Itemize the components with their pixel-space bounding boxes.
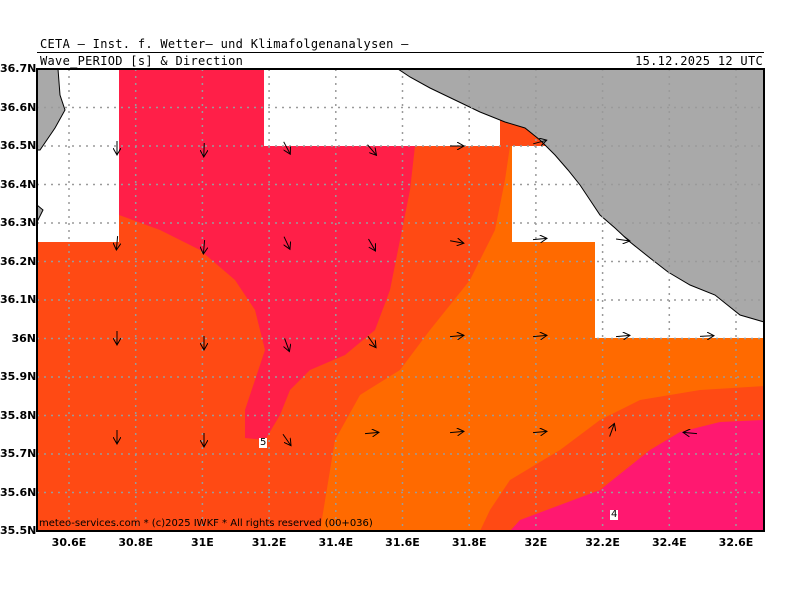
- lat-label: 36.3N: [0, 216, 37, 229]
- direction-arrow: [449, 431, 464, 432]
- header-divider: [37, 52, 764, 53]
- graticule: [37, 69, 764, 531]
- wave-direction-arrows: [116, 140, 714, 447]
- direction-arrow: [285, 338, 290, 351]
- lon-label: 30.8E: [118, 536, 154, 549]
- lat-label: 36N: [11, 331, 36, 345]
- lon-label: 31.8E: [451, 536, 487, 549]
- lon-label: 32.4E: [651, 536, 687, 549]
- lon-label: 31.4E: [318, 536, 354, 549]
- direction-arrow: [615, 335, 630, 336]
- direction-arrow: [449, 335, 464, 336]
- map-subtitle: Wave_PERIOD [s] & Direction: [40, 54, 244, 68]
- direction-arrow: [450, 241, 464, 243]
- direction-arrow: [284, 236, 290, 250]
- direction-arrow: [203, 239, 204, 254]
- map-title: CETA — Inst. f. Wetter— und Klimafolgena…: [40, 37, 409, 51]
- direction-arrow: [683, 432, 698, 433]
- contour-label-5: 5: [259, 437, 268, 448]
- lat-label: 36.7N: [0, 62, 37, 75]
- valid-datetime: 15.12.2025 12 UTC: [635, 54, 763, 68]
- lat-label: 35.5N: [0, 524, 37, 537]
- lat-label: 35.8N: [0, 408, 37, 422]
- copyright-footer: meteo-services.com * (c)2025 IWKF * All …: [39, 518, 373, 529]
- land-west-small: [37, 204, 44, 223]
- lon-label: 31.6E: [385, 536, 420, 549]
- direction-arrow: [699, 336, 714, 337]
- lat-label: 35.9N: [0, 370, 37, 383]
- direction-arrow: [533, 140, 547, 144]
- contour-label-4: 4: [610, 509, 619, 520]
- lat-label: 35.7N: [0, 447, 37, 460]
- lat-label: 36.4N: [0, 177, 37, 191]
- direction-arrow: [283, 141, 291, 154]
- lat-label: 36.2N: [0, 254, 37, 268]
- direction-arrow: [367, 335, 376, 347]
- lon-label: 32.6E: [718, 536, 754, 549]
- map-frame: [36, 68, 765, 532]
- direction-arrow: [368, 238, 376, 251]
- direction-arrow: [116, 235, 117, 250]
- direction-arrow: [615, 239, 630, 241]
- lat-label: 36.6N: [0, 100, 37, 114]
- direction-arrow: [532, 335, 547, 336]
- direction-arrow: [364, 432, 379, 433]
- lon-label: 30.6E: [51, 536, 87, 549]
- lon-label: 31.2E: [251, 536, 287, 549]
- direction-arrow: [282, 433, 291, 445]
- lon-label: 31E: [190, 536, 214, 549]
- lat-label: 35.6N: [0, 485, 37, 499]
- lon-label: 32E: [524, 536, 548, 549]
- direction-arrow: [367, 144, 377, 156]
- direction-arrow: [532, 431, 547, 432]
- direction-arrow: [610, 423, 615, 437]
- period-region-east-high: [510, 420, 764, 531]
- lon-label: 32.2E: [585, 536, 620, 549]
- lat-label: 36.1N: [0, 293, 37, 306]
- lat-label: 36.5N: [0, 139, 37, 152]
- direction-arrow: [532, 238, 547, 239]
- period-region-6-7s: [119, 69, 415, 440]
